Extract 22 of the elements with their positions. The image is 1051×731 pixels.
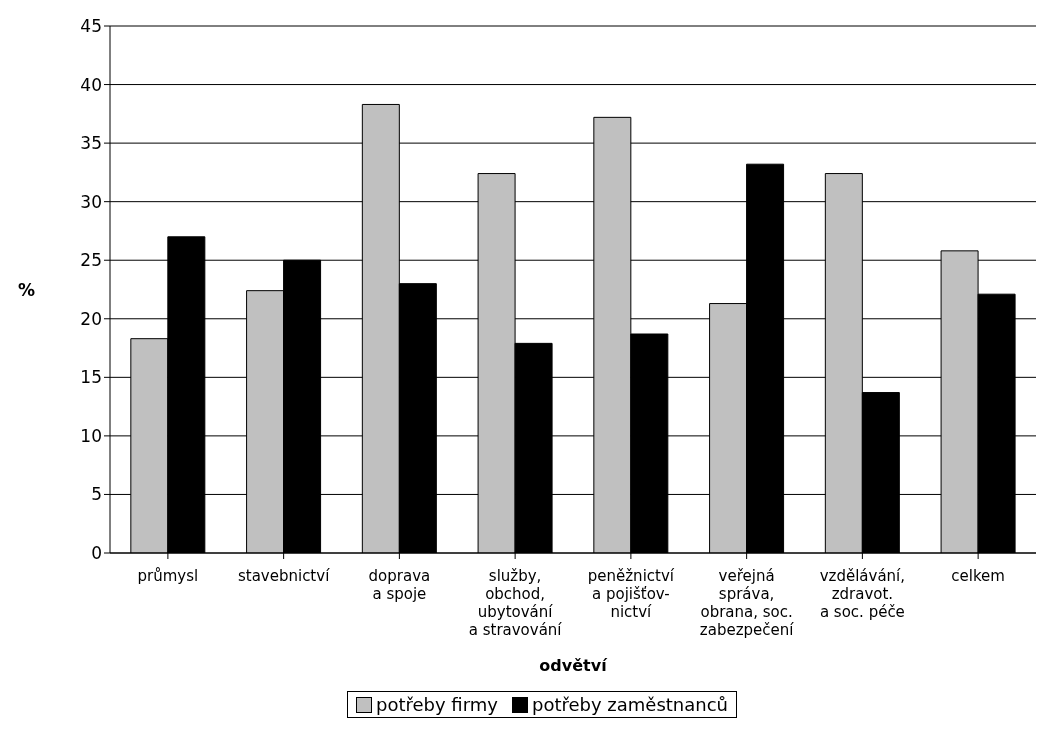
legend-label: potřeby firmy	[374, 694, 498, 715]
y-axis-title: %	[18, 279, 36, 300]
y-tick-label: 30	[80, 191, 102, 212]
y-tick-label: 35	[80, 133, 102, 154]
y-tick-label: 40	[80, 74, 102, 95]
y-tick-label: 20	[80, 308, 102, 329]
y-tick-label: 10	[80, 425, 102, 446]
y-tick-label: 15	[80, 367, 102, 388]
y-tick-label: 45	[80, 16, 102, 37]
x-tick-label: celkem	[951, 567, 1005, 585]
x-tick-label: vzdělávání, zdravot. a soc. péče	[819, 567, 906, 621]
x-tick-label: průmysl	[137, 567, 199, 585]
y-tick-label: 0	[91, 543, 102, 564]
x-tick-label: stavebnictví	[237, 567, 331, 585]
legend-label: potřeby zaměstnanců	[530, 694, 729, 715]
x-tick-label: peněžnictví a pojišťov- nictví	[587, 567, 675, 621]
x-tick-label: služby, obchod, ubytování a stravování	[468, 567, 563, 639]
x-tick-label: doprava a spoje	[368, 567, 431, 603]
x-axis-title: odvětví	[539, 656, 609, 675]
y-tick-label: 25	[80, 250, 102, 271]
y-tick-label: 5	[91, 484, 102, 505]
x-tick-label: veřejná správa, obrana, soc. zabezpečení	[699, 567, 795, 639]
